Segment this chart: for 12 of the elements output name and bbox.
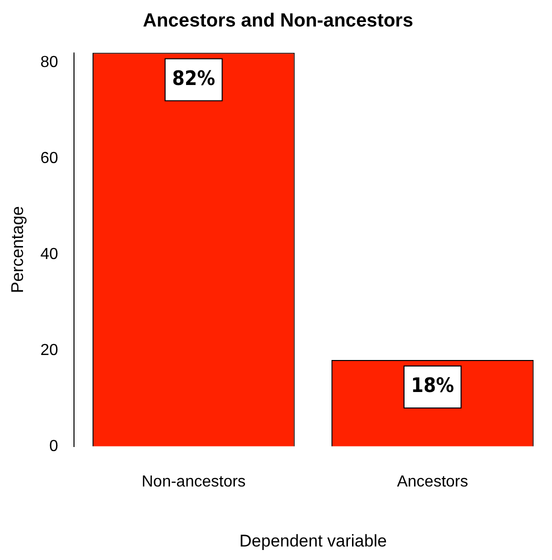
y-axis-title: Percentage xyxy=(8,206,27,294)
x-tick-label: Ancestors xyxy=(396,473,468,490)
y-tick-label: 0 xyxy=(49,438,58,455)
y-tick-label: 80 xyxy=(40,54,58,71)
chart-title: Ancestors and Non-ancestors xyxy=(142,10,414,32)
data-label: 82% xyxy=(172,66,216,90)
x-tick-label: Non-ancestors xyxy=(142,473,246,490)
y-tick-label: 20 xyxy=(40,342,58,359)
y-tick-label: 60 xyxy=(40,150,58,167)
y-tick-label: 40 xyxy=(40,246,58,263)
x-axis-title: Dependent variable xyxy=(239,531,387,550)
data-label: 18% xyxy=(411,373,454,398)
